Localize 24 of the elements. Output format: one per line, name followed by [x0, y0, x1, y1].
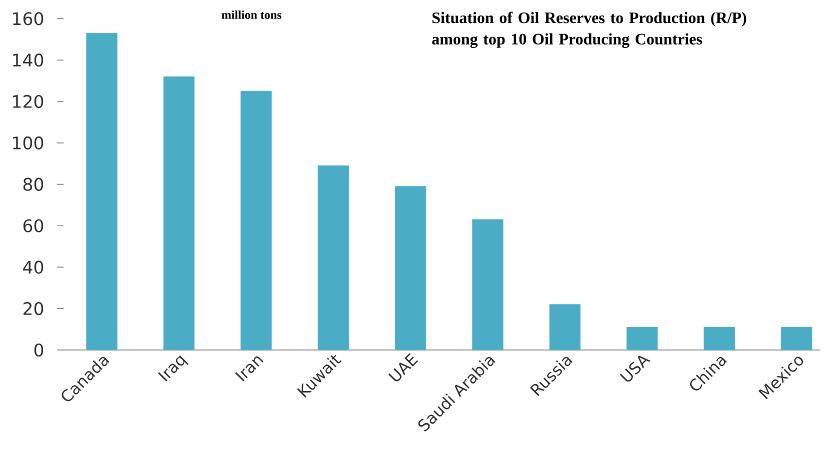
y-tick-label: 60 — [23, 219, 44, 232]
chart-title: Situation of Oil Reserves to Production (R/P) among top 10 Oil Producing Countries — [432, 12, 746, 48]
x-tick-label: Iran — [235, 356, 264, 382]
y-tick-label: 20 — [24, 302, 44, 316]
bar — [394, 186, 426, 350]
bar — [240, 90, 272, 350]
y-axis-title: million tons — [222, 10, 282, 19]
y-tick-label: 140 — [13, 54, 44, 67]
y-tick-label: 160 — [13, 12, 44, 26]
bar — [626, 326, 658, 350]
bar — [163, 76, 195, 350]
y-tick-label: 0 — [34, 343, 44, 357]
bar — [318, 165, 349, 350]
y-tick-label: 100 — [13, 136, 44, 150]
bar — [86, 32, 118, 350]
bar — [780, 326, 812, 350]
y-tick-label: 80 — [23, 178, 44, 191]
y-tick-label: 40 — [23, 260, 44, 274]
bar — [472, 219, 504, 350]
bar — [549, 304, 581, 350]
x-tick-label: USA — [620, 356, 650, 382]
x-tick-label: Iraq — [158, 355, 189, 382]
y-tick-label: 120 — [13, 94, 44, 108]
bar — [704, 326, 735, 350]
